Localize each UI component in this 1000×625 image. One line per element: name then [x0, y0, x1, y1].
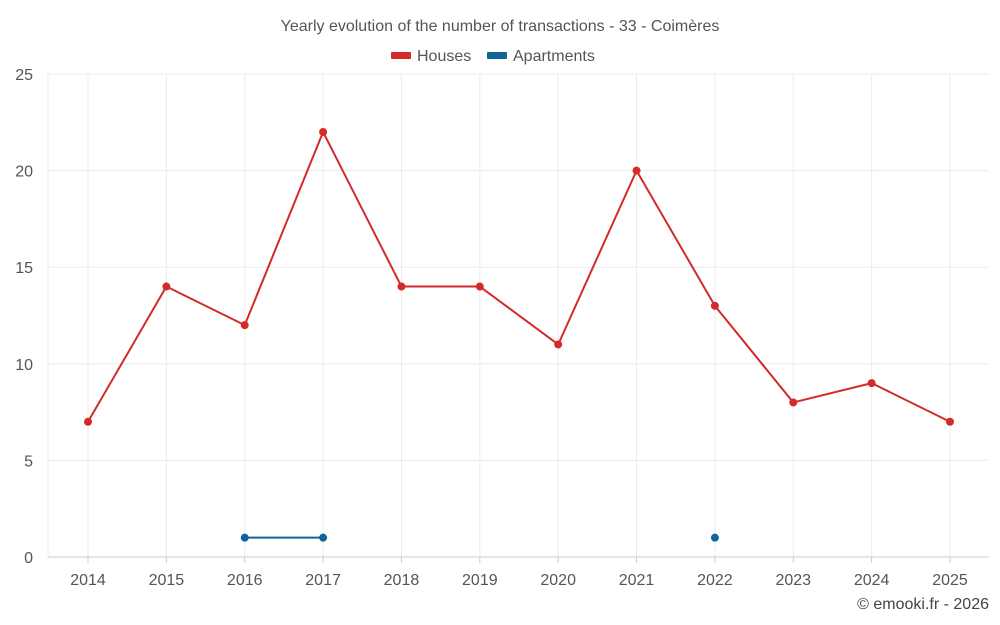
- series-houses: [84, 127, 954, 426]
- legend-item-houses[interactable]: Houses: [391, 48, 471, 65]
- data-point-houses-2015[interactable]: [162, 282, 171, 291]
- data-point-houses-2019[interactable]: [475, 282, 484, 291]
- x-tick-label: 2025: [932, 572, 968, 589]
- chart-title: Yearly evolution of the number of transa…: [281, 18, 720, 35]
- x-tick-label: 2022: [697, 572, 733, 589]
- data-point-apartments-2016[interactable]: [240, 533, 249, 542]
- grid: [48, 73, 989, 558]
- data-point-houses-2023[interactable]: [789, 398, 798, 407]
- x-tick-label: 2016: [227, 572, 263, 589]
- legend: Houses Apartments: [391, 48, 595, 65]
- legend-label-houses: Houses: [417, 48, 471, 65]
- y-tick-label: 20: [15, 164, 33, 181]
- y-tick-label: 5: [24, 453, 33, 470]
- y-tick-label: 15: [15, 260, 33, 277]
- data-point-houses-2022[interactable]: [710, 301, 719, 310]
- x-tick-label: 2024: [854, 572, 890, 589]
- series-line-houses: [87, 130, 951, 423]
- data-point-apartments-2017[interactable]: [319, 533, 328, 542]
- x-tick-label: 2023: [775, 572, 811, 589]
- series-apartments: [240, 533, 719, 542]
- y-tick-label: 10: [15, 357, 33, 374]
- data-point-houses-2020[interactable]: [554, 340, 563, 349]
- x-tick-label: 2020: [540, 572, 576, 589]
- x-tick-label: 2014: [70, 572, 106, 589]
- credit-text: © emooki.fr - 2026: [857, 596, 989, 613]
- data-point-houses-2024[interactable]: [867, 379, 876, 388]
- data-point-houses-2021[interactable]: [632, 166, 641, 175]
- data-point-houses-2018[interactable]: [397, 282, 406, 291]
- legend-swatch-houses: [391, 52, 411, 59]
- y-tick-label: 25: [15, 67, 33, 84]
- legend-swatch-apartments: [487, 52, 507, 59]
- data-point-apartments-2022[interactable]: [710, 533, 719, 542]
- y-tick-label: 0: [24, 550, 33, 567]
- data-point-houses-2014[interactable]: [84, 417, 92, 426]
- legend-label-apartments: Apartments: [513, 48, 595, 65]
- x-tick-label: 2017: [305, 572, 341, 589]
- x-tick-label: 2015: [149, 572, 185, 589]
- x-tick-label: 2021: [619, 572, 655, 589]
- x-tick-label: 2018: [384, 572, 420, 589]
- data-point-houses-2025[interactable]: [946, 417, 954, 426]
- series: [84, 127, 954, 542]
- data-point-houses-2016[interactable]: [240, 321, 249, 330]
- x-tick-label: 2019: [462, 572, 498, 589]
- legend-item-apartments[interactable]: Apartments: [487, 48, 595, 65]
- data-point-houses-2017[interactable]: [319, 127, 328, 136]
